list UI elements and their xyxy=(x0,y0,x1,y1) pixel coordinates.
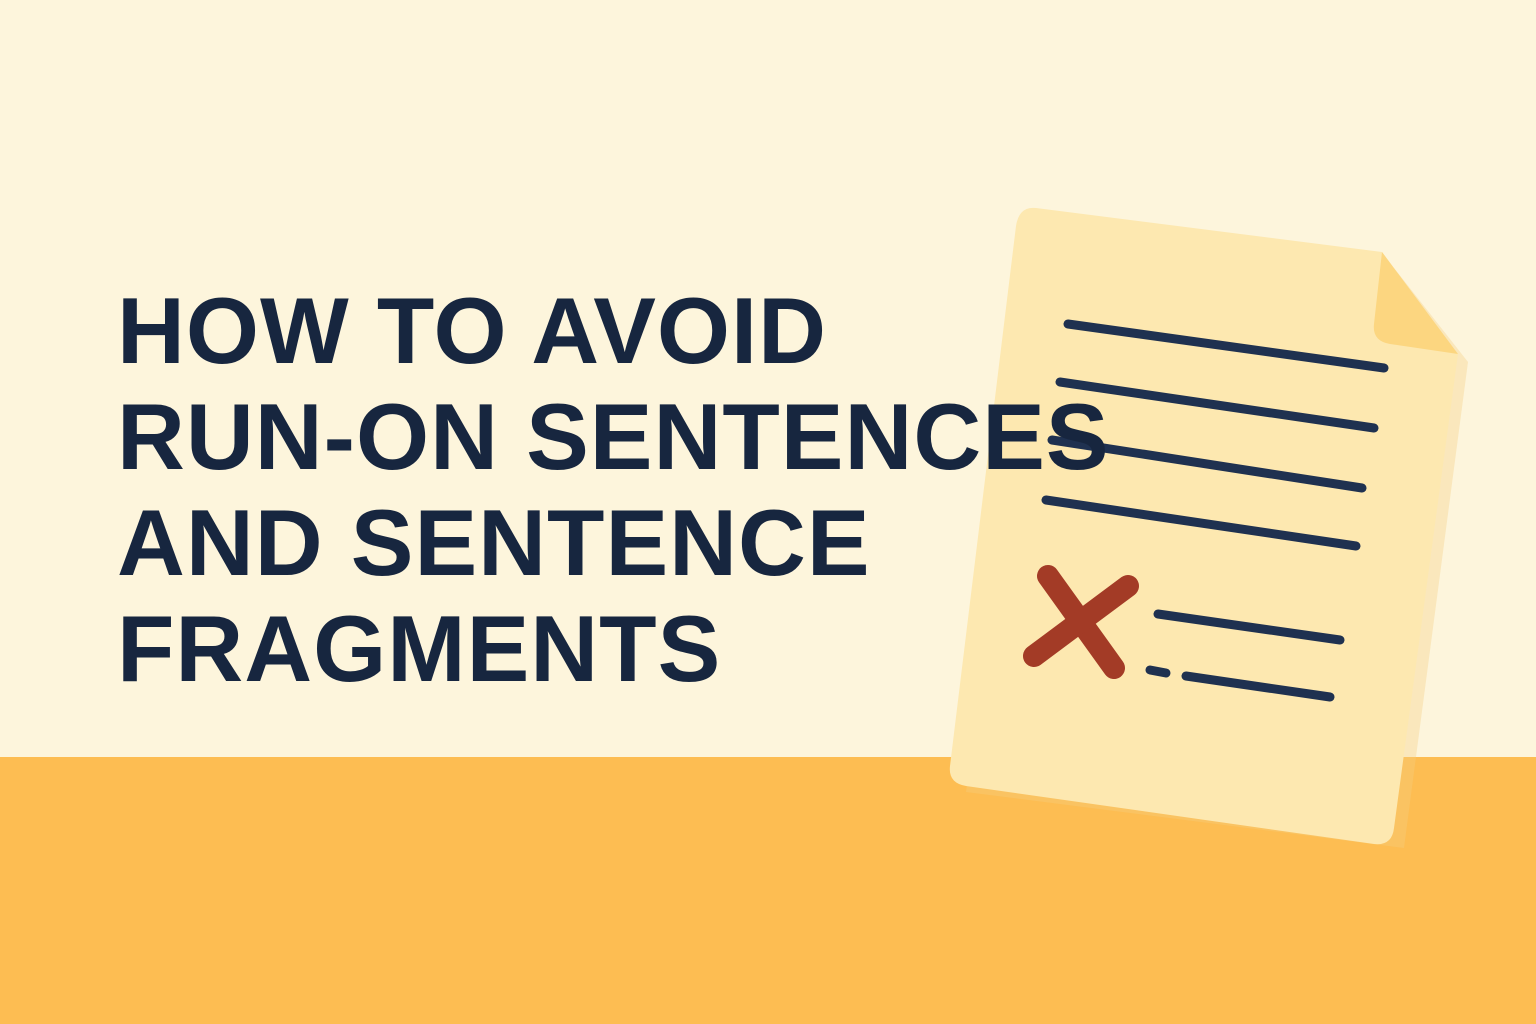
document-line-fragment xyxy=(1145,665,1171,678)
title-line-2: RUN-ON SENTENCES xyxy=(117,384,1110,489)
document-line xyxy=(1047,435,1367,493)
title-line-1: HOW TO AVOID xyxy=(117,278,828,383)
document-line xyxy=(1055,377,1379,433)
document-line xyxy=(1153,609,1345,645)
document-fold-corner xyxy=(1373,252,1458,354)
page-title: HOW TO AVOID RUN-ON SENTENCES AND SENTEN… xyxy=(117,278,1110,702)
document-line xyxy=(1041,495,1361,551)
document-line xyxy=(1063,319,1389,373)
title-line-3: AND SENTENCE xyxy=(117,490,871,595)
title-line-4: FRAGMENTS xyxy=(117,596,722,701)
document-text-lines xyxy=(1041,319,1389,702)
x-mark-icon xyxy=(1023,565,1139,679)
document-line xyxy=(1181,671,1335,702)
